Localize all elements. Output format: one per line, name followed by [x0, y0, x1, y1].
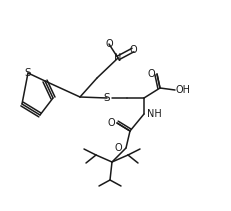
Text: OH: OH: [175, 85, 190, 95]
Text: S: S: [24, 68, 31, 78]
Text: O: O: [107, 118, 115, 128]
Text: O: O: [147, 69, 154, 79]
Text: NH: NH: [146, 109, 161, 119]
Text: O: O: [105, 39, 112, 49]
Text: S: S: [103, 93, 110, 103]
Text: N: N: [114, 53, 121, 63]
Text: O: O: [114, 143, 122, 153]
Text: O: O: [129, 45, 136, 55]
